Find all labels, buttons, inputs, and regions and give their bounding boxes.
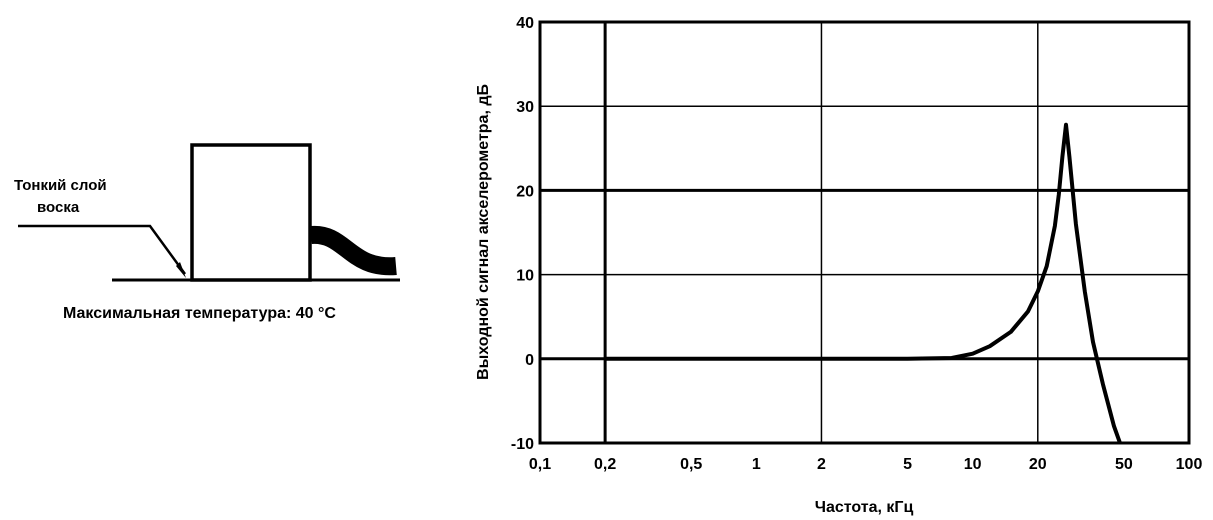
x-axis-label: Частота, кГц	[815, 499, 914, 516]
x-tick-label: 100	[1176, 456, 1203, 473]
y-tick-label: 20	[516, 183, 534, 200]
leader-line	[18, 224, 187, 275]
wax-layer-label-line-2: воска	[37, 199, 80, 216]
x-tick-label: 0,5	[680, 456, 702, 473]
x-tick-labels: 0,1 0,2 0,5 1 2 5 10 20 50 100	[529, 456, 1203, 473]
x-tick-label: 10	[964, 456, 982, 473]
y-tick-labels: -10 0 10 20 30 40	[511, 15, 534, 453]
x-tick-label: 2	[817, 456, 826, 473]
wax-layer-label: Тонкий слой воска	[14, 177, 107, 216]
x-tick-label: 1	[752, 456, 761, 473]
accelerometer-body	[190, 143, 312, 282]
chart: -10 0 10 20 30 40 0,1 0,2 0,5 1 2 5 10 20 50 100 Часто…	[475, 15, 1202, 516]
mounting-diagram: Тонкий слой воска Максимальная температу…	[14, 143, 400, 322]
wax-layer-label-line-1: Тонкий слой	[14, 177, 107, 194]
accelerometer-cable	[310, 225, 397, 276]
x-tick-label: 0,1	[529, 456, 551, 473]
chart-grid	[540, 22, 1189, 443]
x-tick-label: 5	[903, 456, 912, 473]
plot-frame	[538, 20, 1191, 445]
leader-arrow	[176, 262, 186, 278]
y-tick-label: 0	[525, 352, 534, 369]
x-tick-label: 20	[1029, 456, 1047, 473]
y-tick-label: -10	[511, 436, 534, 453]
max-temperature-label: Максимальная температура: 40 °C	[63, 305, 336, 322]
y-tick-label: 10	[516, 268, 534, 285]
y-tick-label: 30	[516, 99, 534, 116]
y-axis-label: Выходной сигнал акселерометра, дБ	[475, 84, 492, 380]
y-tick-label: 40	[516, 15, 534, 32]
response-curve	[605, 122, 1122, 444]
x-tick-label: 50	[1115, 456, 1133, 473]
x-tick-label: 0,2	[594, 456, 616, 473]
